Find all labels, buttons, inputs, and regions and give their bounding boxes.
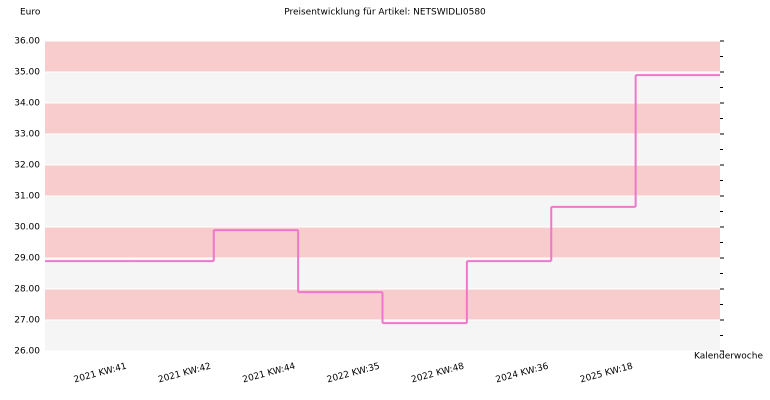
y-tick-label: 29.00 (14, 254, 40, 264)
chart-title: Preisentwicklung für Artikel: NETSWIDLI0… (284, 8, 486, 18)
grid-band (45, 320, 720, 351)
x-tick-label: 2022 KW:48 (410, 362, 465, 386)
grid-band (45, 227, 720, 258)
y-tick-label: 34.00 (14, 99, 40, 109)
x-tick-label: 2021 KW:42 (157, 362, 212, 386)
grid-band (45, 103, 720, 134)
grid-band (45, 41, 720, 72)
y-tick-label: 26.00 (14, 347, 40, 357)
x-tick-label: 2021 KW:41 (73, 362, 128, 386)
grid-band (45, 196, 720, 227)
y-tick-label: 33.00 (14, 130, 40, 140)
y-tick-label: 30.00 (14, 223, 40, 233)
y-axis-label: Euro (20, 8, 41, 18)
grid-band (45, 165, 720, 196)
grid-band (45, 134, 720, 165)
grid-band (45, 72, 720, 103)
x-tick-label: 2022 KW:35 (326, 362, 381, 386)
y-tick-label: 27.00 (14, 316, 40, 326)
grid-band (45, 258, 720, 289)
y-tick-label: 28.00 (14, 285, 40, 295)
y-tick-label: 31.00 (14, 192, 40, 202)
x-tick-label: 2021 KW:44 (242, 362, 297, 386)
x-axis-label: Kalenderwoche (694, 352, 763, 362)
x-tick-label: 2024 KW:36 (495, 362, 550, 386)
x-tick-label: 2025 KW:18 (579, 362, 634, 386)
y-tick-label: 32.00 (14, 161, 40, 171)
y-tick-label: 35.00 (14, 68, 40, 78)
y-tick-label: 36.00 (14, 37, 40, 47)
